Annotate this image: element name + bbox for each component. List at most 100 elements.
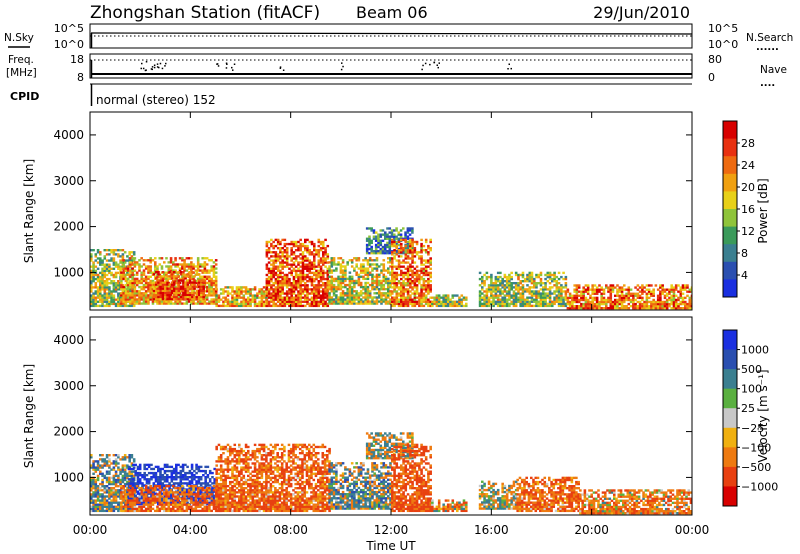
heatmap-cell — [181, 267, 184, 270]
heatmap-cell — [317, 259, 321, 262]
heatmap-cell — [355, 273, 358, 276]
heatmap-cell — [120, 292, 123, 295]
heatmap-cell — [418, 294, 421, 297]
heatmap-cell — [324, 288, 327, 291]
heatmap-cell — [315, 304, 318, 308]
heatmap-cell — [420, 302, 423, 306]
heatmap-cell — [212, 300, 216, 303]
heatmap-cell — [371, 263, 374, 266]
heatmap-cell — [276, 267, 280, 270]
heatmap-cell — [205, 271, 209, 274]
heatmap-cell — [690, 298, 692, 302]
heatmap-cell — [591, 296, 594, 300]
heatmap-cell — [384, 269, 388, 272]
heatmap-cell — [96, 294, 100, 297]
heatmap-cell — [375, 300, 379, 303]
heatmap-cell — [326, 284, 330, 287]
freq-point — [165, 62, 167, 65]
heatmap-cell — [372, 229, 376, 232]
heatmap-cell — [179, 271, 183, 274]
heatmap-cell — [285, 253, 289, 256]
heatmap-cell — [301, 244, 305, 248]
heatmap-cell — [593, 296, 597, 300]
heatmap-cell — [322, 242, 325, 246]
heatmap-cell — [397, 304, 401, 308]
heatmap-cell — [147, 486, 151, 489]
heatmap-cell — [600, 298, 603, 302]
heatmap-cell — [186, 285, 190, 288]
heatmap-cell — [548, 294, 552, 297]
heatmap-cell — [593, 302, 597, 306]
cpid-mode: normal (stereo) 152 — [96, 93, 216, 107]
heatmap-cell — [402, 302, 405, 306]
heatmap-cell — [199, 288, 202, 291]
heatmap-cell — [510, 300, 513, 303]
heatmap-cell — [126, 476, 129, 480]
heatmap-cell — [324, 253, 327, 256]
heatmap-cell — [582, 307, 585, 310]
heatmap-cell — [372, 252, 376, 255]
freq-point — [151, 68, 153, 71]
heatmap-cell — [539, 300, 543, 303]
heatmap-cell — [96, 267, 100, 270]
heatmap-cell — [233, 292, 237, 295]
heatmap-cell — [159, 287, 163, 290]
heatmap-cell — [391, 277, 394, 281]
heatmap-cell — [117, 505, 120, 508]
heatmap-cell — [400, 286, 403, 289]
heatmap-cell — [304, 290, 307, 293]
heatmap-cell — [677, 305, 680, 308]
heatmap-cell — [103, 495, 107, 498]
heatmap-cell — [395, 265, 399, 268]
heatmap-cell — [420, 288, 423, 291]
heatmap-cell — [281, 265, 284, 268]
heatmap-cell — [297, 282, 300, 285]
heatmap-cell — [332, 285, 336, 289]
heatmap-cell — [140, 281, 143, 285]
heatmap-cell — [308, 267, 312, 270]
heatmap-cell — [353, 296, 356, 299]
heatmap-cell — [528, 271, 532, 275]
heatmap-cell — [142, 285, 146, 289]
heatmap-cell — [149, 298, 152, 301]
heatmap-cell — [595, 290, 599, 293]
heatmap-cell — [413, 277, 417, 281]
heatmap-cell — [315, 273, 318, 277]
heatmap-cell — [201, 269, 204, 272]
heatmap-cell — [130, 456, 134, 459]
heatmap-cell — [382, 292, 386, 295]
heatmap-cell — [126, 491, 129, 494]
heatmap-cell — [120, 298, 123, 301]
heatmap-cell — [101, 497, 104, 500]
heatmap-cell — [178, 290, 182, 293]
heatmap-cell — [422, 304, 426, 308]
heatmap-cell — [114, 495, 118, 498]
heatmap-cell — [108, 265, 111, 268]
heatmap-cell — [418, 298, 421, 301]
heatmap-cell — [120, 288, 123, 291]
colorbar-tick-label: 8 — [741, 247, 748, 260]
heatmap-cell — [121, 458, 125, 461]
heatmap-cell — [388, 252, 392, 255]
heatmap-cell — [121, 466, 125, 469]
heatmap-cell — [193, 287, 196, 290]
heatmap-cell — [212, 292, 216, 295]
heatmap-cell — [235, 286, 239, 289]
heatmap-cell — [121, 493, 125, 496]
heatmap-cell — [141, 502, 144, 506]
heatmap-cell — [317, 251, 321, 254]
heatmap-cell — [253, 304, 257, 308]
heatmap-cell — [292, 267, 296, 270]
heatmap-cell — [368, 294, 372, 297]
heatmap-cell — [378, 292, 381, 295]
heatmap-cell — [182, 289, 185, 292]
heatmap-cell — [415, 300, 419, 303]
heatmap-cell — [306, 284, 309, 287]
heatmap-cell — [539, 296, 543, 299]
heatmap-cell — [235, 292, 239, 295]
heatmap-cell — [94, 259, 98, 262]
heatmap-cell — [159, 471, 162, 475]
heatmap-cell — [138, 502, 142, 506]
heatmap-cell — [149, 290, 152, 293]
heatmap-cell — [99, 253, 102, 256]
